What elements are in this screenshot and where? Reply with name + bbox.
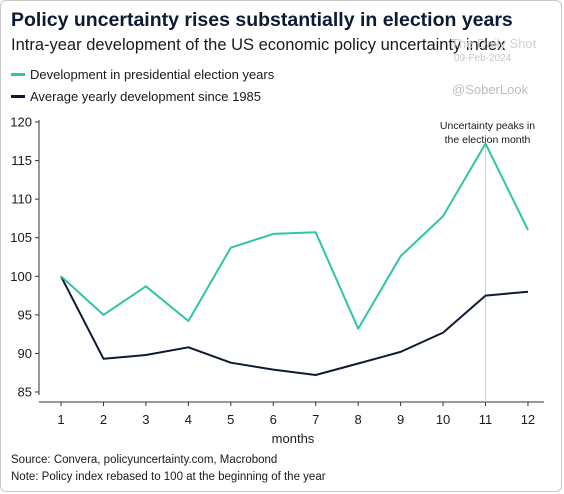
x-tick-label: 8 (355, 412, 362, 427)
series-line-average (60, 275, 529, 376)
y-tick-label: 105 (10, 230, 32, 245)
x-tick-label: 12 (521, 412, 535, 427)
x-tick-label: 11 (479, 412, 493, 427)
watermark-site: The Daily Shot (451, 36, 537, 51)
y-tick-label: 90 (18, 346, 32, 361)
y-tick-label: 95 (18, 307, 32, 322)
legend-item-election: Development in presidential election yea… (11, 67, 274, 82)
x-tick-label: 4 (185, 412, 192, 427)
chart-title: Policy uncertainty rises substantially i… (11, 9, 513, 31)
legend-item-average: Average yearly development since 1985 (11, 89, 261, 104)
x-axis-label: months (272, 431, 315, 446)
x-tick-label: 9 (397, 412, 404, 427)
chart-subtitle: Intra-year development of the US economi… (11, 36, 506, 54)
x-tick-label: 2 (100, 412, 107, 427)
annotation-text: the election month (445, 134, 531, 146)
y-tick-label: 115 (11, 153, 32, 168)
x-tick-label: 5 (227, 412, 234, 427)
y-tick-label: 120 (10, 115, 32, 130)
x-tick-label: 3 (142, 412, 149, 427)
watermark-handle: @SoberLook (452, 82, 529, 97)
x-tick-label: 7 (312, 412, 319, 427)
y-tick-label: 110 (11, 192, 32, 207)
legend-swatch-average (11, 95, 25, 98)
source-note: Source: Convera, policyuncertainty.com, … (11, 454, 278, 466)
annotation-text: Uncertainty peaks in (440, 120, 535, 132)
series-line-election (60, 142, 529, 330)
legend-swatch-election (11, 73, 25, 76)
x-tick-label: 10 (436, 412, 450, 427)
y-tick-label: 85 (18, 385, 32, 400)
legend-label-average: Average yearly development since 1985 (30, 89, 262, 104)
rebase-note: Note: Policy index rebased to 100 at the… (11, 471, 326, 483)
legend-label-election: Development in presidential election yea… (30, 67, 275, 82)
x-tick-label: 6 (270, 412, 277, 427)
x-tick-label: 1 (57, 412, 64, 427)
watermark-date: 09-Feb-2024 (454, 53, 512, 64)
y-tick-label: 100 (10, 269, 32, 284)
